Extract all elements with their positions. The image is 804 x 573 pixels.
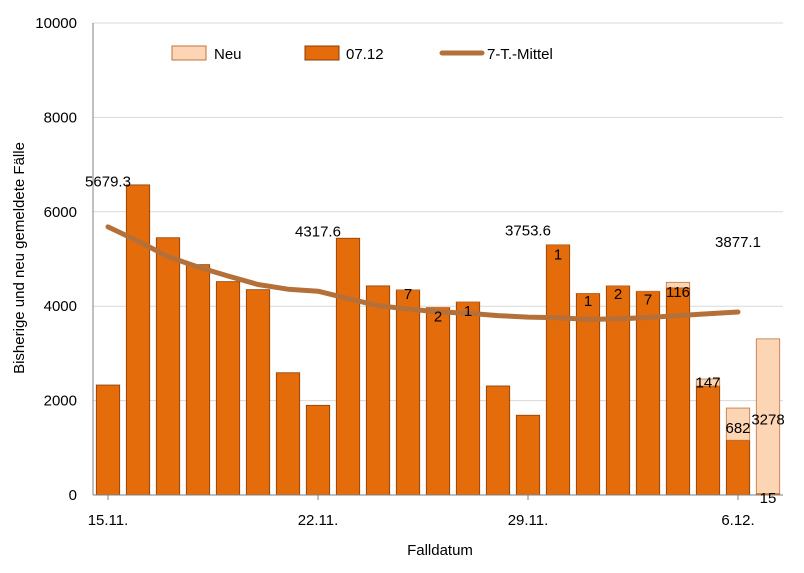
bar-07-12-4: [215, 281, 241, 496]
bar-07-12-13: [485, 385, 511, 496]
bar-07-12-9: [365, 285, 391, 496]
x-tick-3: 6.12.: [721, 512, 754, 529]
data-label-9: 2: [614, 286, 622, 303]
legend-label-7t-mittel: 7-T.-Mittel: [487, 46, 553, 63]
bar-neu-22: [755, 338, 781, 494]
data-label-4: 7: [404, 286, 412, 303]
bar-07-12-21: [725, 439, 751, 496]
data-label-14: 3278: [751, 411, 784, 428]
x-axis-label: Falldatum: [407, 542, 473, 559]
data-label-1: 4317.6: [295, 224, 341, 241]
bar-07-12-0: [95, 384, 121, 496]
bar-07-12-5: [245, 289, 271, 496]
bar-07-12-18: [635, 291, 661, 496]
bars: [95, 184, 781, 496]
bar-07-12-3: [185, 264, 211, 496]
axes: [92, 23, 783, 500]
bar-07-12-15: [545, 244, 571, 496]
bar-07-12-2: [155, 237, 181, 496]
bar-07-12-19: [665, 287, 691, 496]
legend-label-07-12: 07.12: [346, 46, 384, 63]
bar-07-12-6: [275, 372, 301, 496]
bar-neu-20: [695, 378, 721, 387]
bar-neu-21: [725, 407, 751, 441]
data-label-11: 116: [666, 284, 690, 301]
data-label-13: 682: [725, 420, 750, 437]
data-label-2: 3753.6: [505, 223, 551, 240]
x-tick-2: 29.11.: [508, 512, 549, 529]
data-label-12: 147: [695, 375, 720, 392]
data-label-6: 1: [464, 303, 472, 320]
y-tick-0: 0: [69, 487, 77, 504]
y-tick-8000: 8000: [44, 109, 77, 126]
x-tick-0: 15.11.: [88, 512, 129, 529]
data-label-10: 7: [644, 292, 652, 309]
y-tick-6000: 6000: [44, 204, 77, 221]
legend-label-neu: Neu: [214, 46, 242, 63]
bar-07-12-8: [335, 237, 361, 496]
y-tick-2000: 2000: [44, 393, 77, 410]
x-tick-1: 22.11.: [298, 512, 339, 529]
bar-07-12-20: [695, 385, 721, 496]
y-tick-4000: 4000: [44, 298, 77, 315]
bar-07-12-11: [425, 307, 451, 496]
avg-line: [105, 224, 741, 322]
legend-swatch-neu: [171, 45, 207, 61]
legend: Neu 07.12 7-T.-Mittel: [113, 35, 628, 71]
y-tick-labels: 0 2000 4000 6000 8000 10000: [35, 15, 77, 504]
bar-07-12-7: [305, 404, 331, 496]
bar-neu-19: [665, 281, 691, 289]
x-tick-labels: 15.11. 22.11. 29.11. 6.12.: [88, 512, 755, 529]
data-label-5: 2: [434, 309, 442, 326]
data-label-7: 1: [554, 246, 562, 263]
y-tick-10000: 10000: [35, 15, 77, 32]
data-label-0: 5679.3: [85, 174, 131, 191]
bar-07-12-10: [395, 289, 421, 496]
data-label-3: 3877.1: [715, 234, 761, 251]
data-label-8: 1: [584, 293, 592, 310]
data-label-15: 15: [760, 490, 777, 507]
bar-07-12-1: [125, 184, 151, 496]
bar-07-12-16: [575, 293, 601, 496]
bar-07-12-12: [455, 301, 481, 496]
bar-07-12-14: [515, 414, 541, 496]
annotations: 5679.3 4317.6 3753.6 3877.1 7 2 1 1 1 2 7 116 147 682…: [85, 174, 785, 507]
y-axis-label: Bisherige und neu gemeldete Fälle: [11, 142, 28, 374]
legend-swatch-07-12: [304, 45, 340, 61]
